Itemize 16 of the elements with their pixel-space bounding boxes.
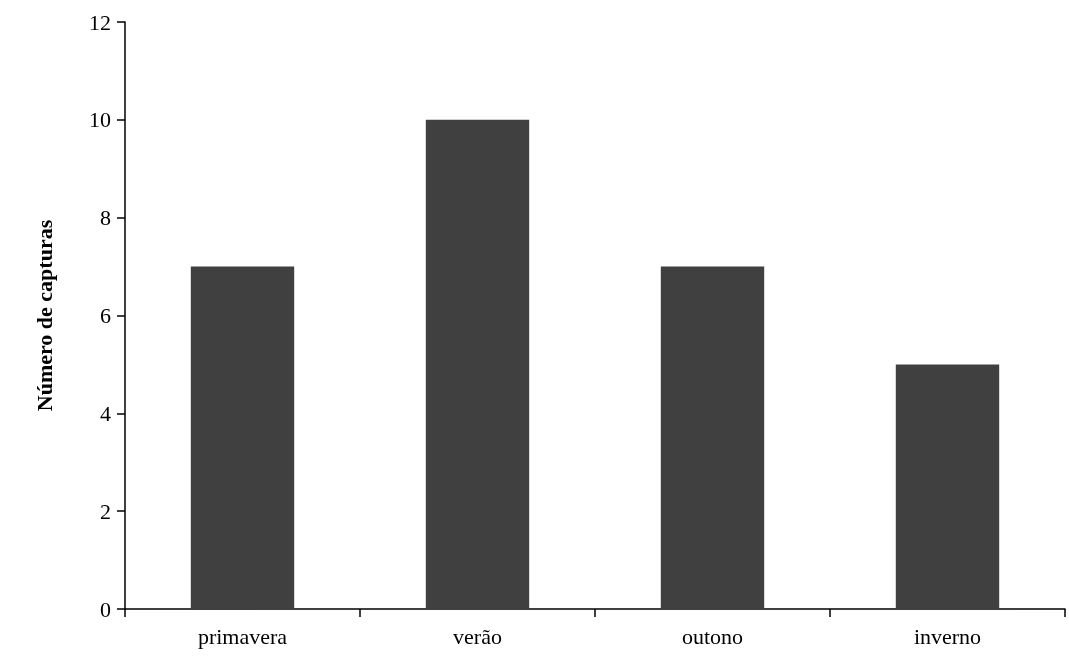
- x-tick-label: primavera: [197, 623, 288, 649]
- x-tick-label: verão: [453, 623, 502, 649]
- bar: [660, 266, 765, 609]
- y-tick-label: 12: [89, 9, 111, 35]
- y-tick-label: 10: [89, 107, 111, 133]
- bar: [190, 266, 295, 609]
- y-tick-label: 2: [100, 498, 111, 524]
- x-tick-label: inverno: [913, 623, 982, 649]
- y-axis-title: Número de capturas: [31, 219, 57, 412]
- x-tick-label: outono: [681, 623, 744, 649]
- bar: [425, 119, 530, 609]
- y-tick-label: 6: [100, 303, 111, 328]
- y-tick-label: 8: [100, 205, 111, 231]
- bar: [895, 364, 1000, 609]
- y-tick-label: 4: [100, 400, 111, 426]
- y-tick-label: 0: [100, 596, 111, 622]
